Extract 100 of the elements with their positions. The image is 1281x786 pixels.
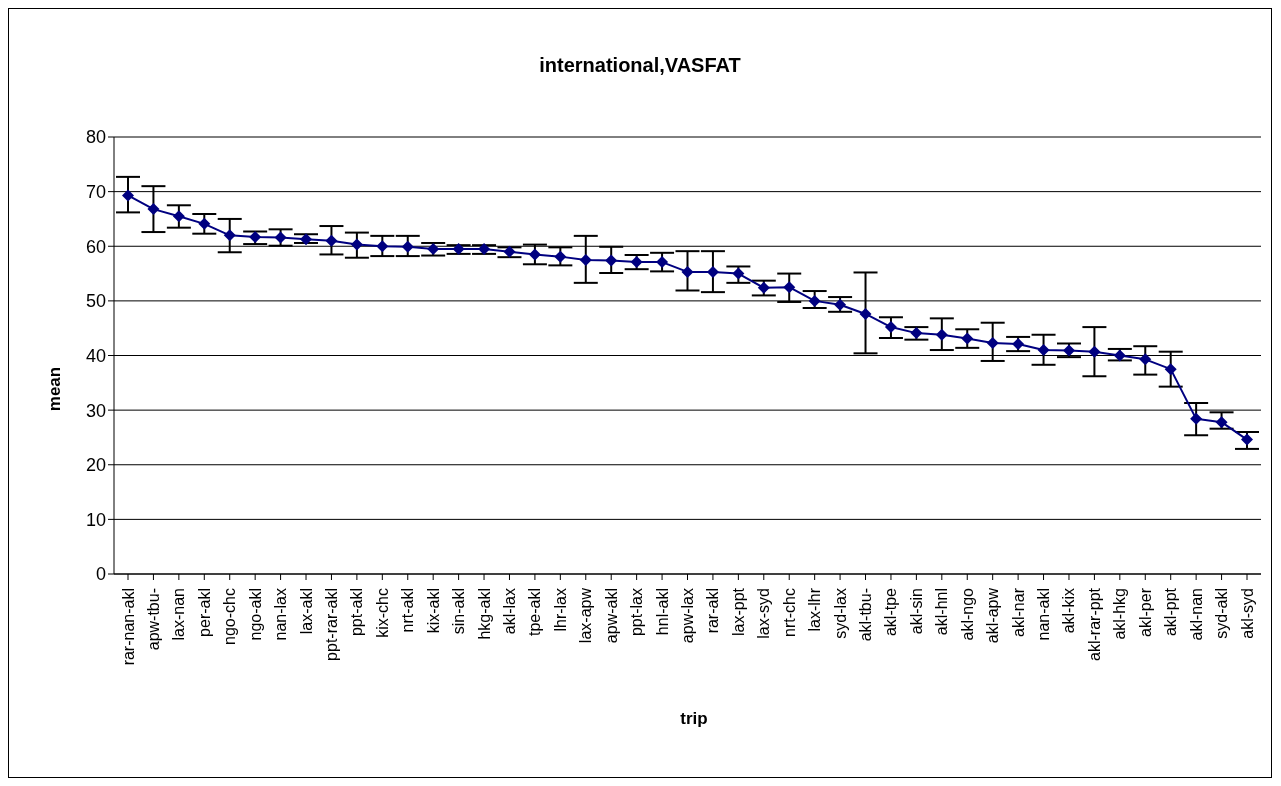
y-tick-label: 80 [85,127,106,148]
point [783,281,796,294]
y-tick-label: 60 [85,236,106,257]
point [122,189,134,202]
point [172,210,185,223]
x-tick-label: kix-akl [424,588,442,634]
point [376,240,389,253]
point [757,281,770,294]
x-tick-label: ppt-akl [348,588,366,637]
x-tick-label: syd-lax [831,588,849,639]
x-tick-label: nan-lax [272,588,290,641]
point [1012,338,1025,351]
point [1241,433,1253,446]
x-tick-label: akl-lax [500,588,518,635]
point [401,240,414,253]
point [884,321,897,334]
x-tick-label: akl-apw [984,587,1002,644]
point [350,238,363,251]
point [1037,344,1050,357]
x-tick-label: syd-akl [1213,588,1231,639]
point [834,298,847,311]
point [452,242,465,255]
x-tick-label: lax-akl [297,588,315,635]
y-tick-label: 50 [85,291,106,312]
x-tick-label: akl-rar-ppt [1085,587,1103,661]
point [1113,349,1126,362]
point [630,256,643,269]
x-tick-label: akl-sin [907,588,925,635]
x-tick-label: akl-ngo [958,587,976,641]
point [300,233,313,246]
x-tick-label: ppt-lax [628,588,646,637]
x-tick-label: lhr-lax [551,588,569,632]
point [1215,416,1228,429]
x-tick-label: akl-ppt [1162,587,1180,637]
x-tick-label: lax-syd [755,588,773,639]
point [147,203,160,216]
x-tick-label: nrt-akl [399,588,417,633]
y-tick-label: 30 [85,400,106,421]
chart-title: international,VASFAT [538,54,742,77]
point [579,253,592,266]
x-tick-label: rar-nan-akl [119,588,137,666]
x-tick-label: akl-syd [1238,588,1256,639]
point [681,265,694,278]
point [249,230,262,243]
x-tick-label: apw-tbu- [144,588,162,651]
x-tick-label: akl-nar [1009,587,1027,637]
point [1088,345,1101,358]
x-tick-label: ngo-chc [221,588,239,645]
point [503,245,516,258]
point [935,328,948,341]
y-tick-label: 20 [85,455,106,476]
point [325,234,338,247]
x-tick-label: nrt-chc [780,588,798,637]
x-tick-label: lax-ppt [729,587,747,637]
point [961,332,974,345]
x-tick-label: kix-chc [373,588,391,638]
x-tick-label: akl-tpe [882,587,900,637]
point [656,256,669,269]
x-tick-label: akl-hkg [1111,588,1129,640]
x-tick-label: akl-hnl [933,588,951,636]
point [605,254,618,267]
point [1062,344,1075,357]
y-axis-title: mean [45,365,65,414]
point [1190,412,1203,425]
x-tick-label: lax-apw [577,587,595,644]
x-tick-label: akl-per [1136,587,1154,637]
x-tick-label: ppt-rar-akl [322,588,340,661]
y-tick-label: 0 [95,564,106,585]
x-tick-label: akl-nan [1187,588,1205,641]
y-tick-label: 10 [85,509,106,530]
x-tick-label: lax-nan [170,588,188,641]
point [808,294,821,307]
x-tick-label: apw-akl [602,588,620,644]
point [732,267,745,280]
x-tick-label: per-akl [195,588,213,637]
x-tick-label: lax-lhr [806,587,824,632]
y-tick-label: 70 [85,182,106,203]
x-tick-label: nan-akl [1035,588,1053,641]
point [1164,363,1177,376]
point [274,231,287,244]
point [1139,353,1152,366]
point [198,217,211,230]
x-tick-label: tpe-akl [526,588,544,637]
x-tick-label: hkg-akl [475,588,493,640]
point [554,250,567,263]
x-tick-label: ngo-akl [246,588,264,641]
point [478,242,491,255]
point [859,307,872,320]
x-tick-label: hnl-akl [653,588,671,636]
point [223,229,236,242]
x-tick-label: sin-akl [450,588,468,635]
x-tick-label: rar-akl [704,588,722,634]
point [528,248,541,261]
point [910,327,923,340]
x-axis-title: trip [679,709,709,729]
x-tick-label: akl-tbu- [857,588,875,642]
x-tick-label: apw-lax [679,588,696,644]
y-tick-label: 40 [85,345,106,366]
x-tick-label: akl-kix [1060,588,1078,634]
point [986,336,999,349]
